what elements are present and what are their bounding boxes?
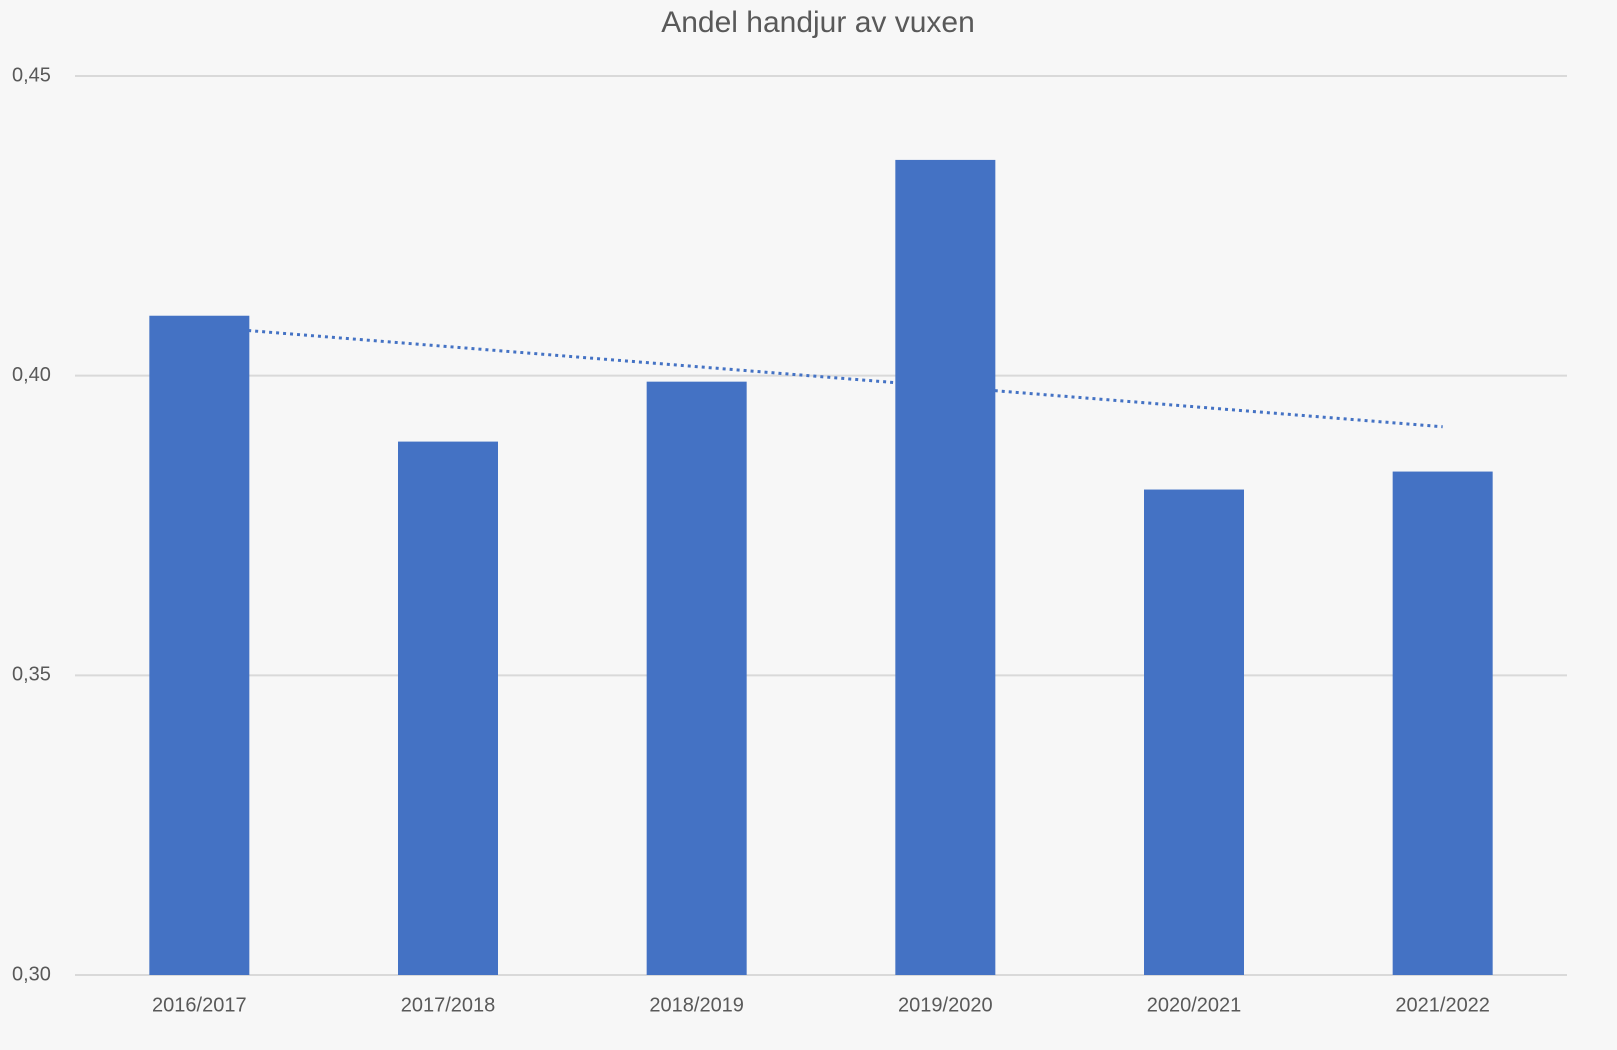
chart-title: Andel handjur av vuxen [661,6,975,39]
y-tick-label: 0,45 [12,64,51,86]
bar [646,381,747,975]
x-tick-label: 2019/2020 [898,994,993,1016]
y-tick-label: 0,40 [12,364,51,386]
y-tick-label: 0,30 [12,963,51,985]
trendline [199,325,1443,429]
bar [1392,471,1493,975]
bar [1144,489,1244,975]
y-tick-label: 0,35 [12,664,51,686]
x-tick-label: 2020/2021 [1147,994,1242,1016]
x-tick-label: 2016/2017 [152,994,247,1016]
x-tick-label: 2017/2018 [401,994,496,1016]
bar [895,159,996,975]
x-tick-label: 2021/2022 [1395,994,1490,1016]
x-tick-label: 2018/2019 [649,994,744,1016]
bar [398,441,498,975]
bar [149,315,250,975]
